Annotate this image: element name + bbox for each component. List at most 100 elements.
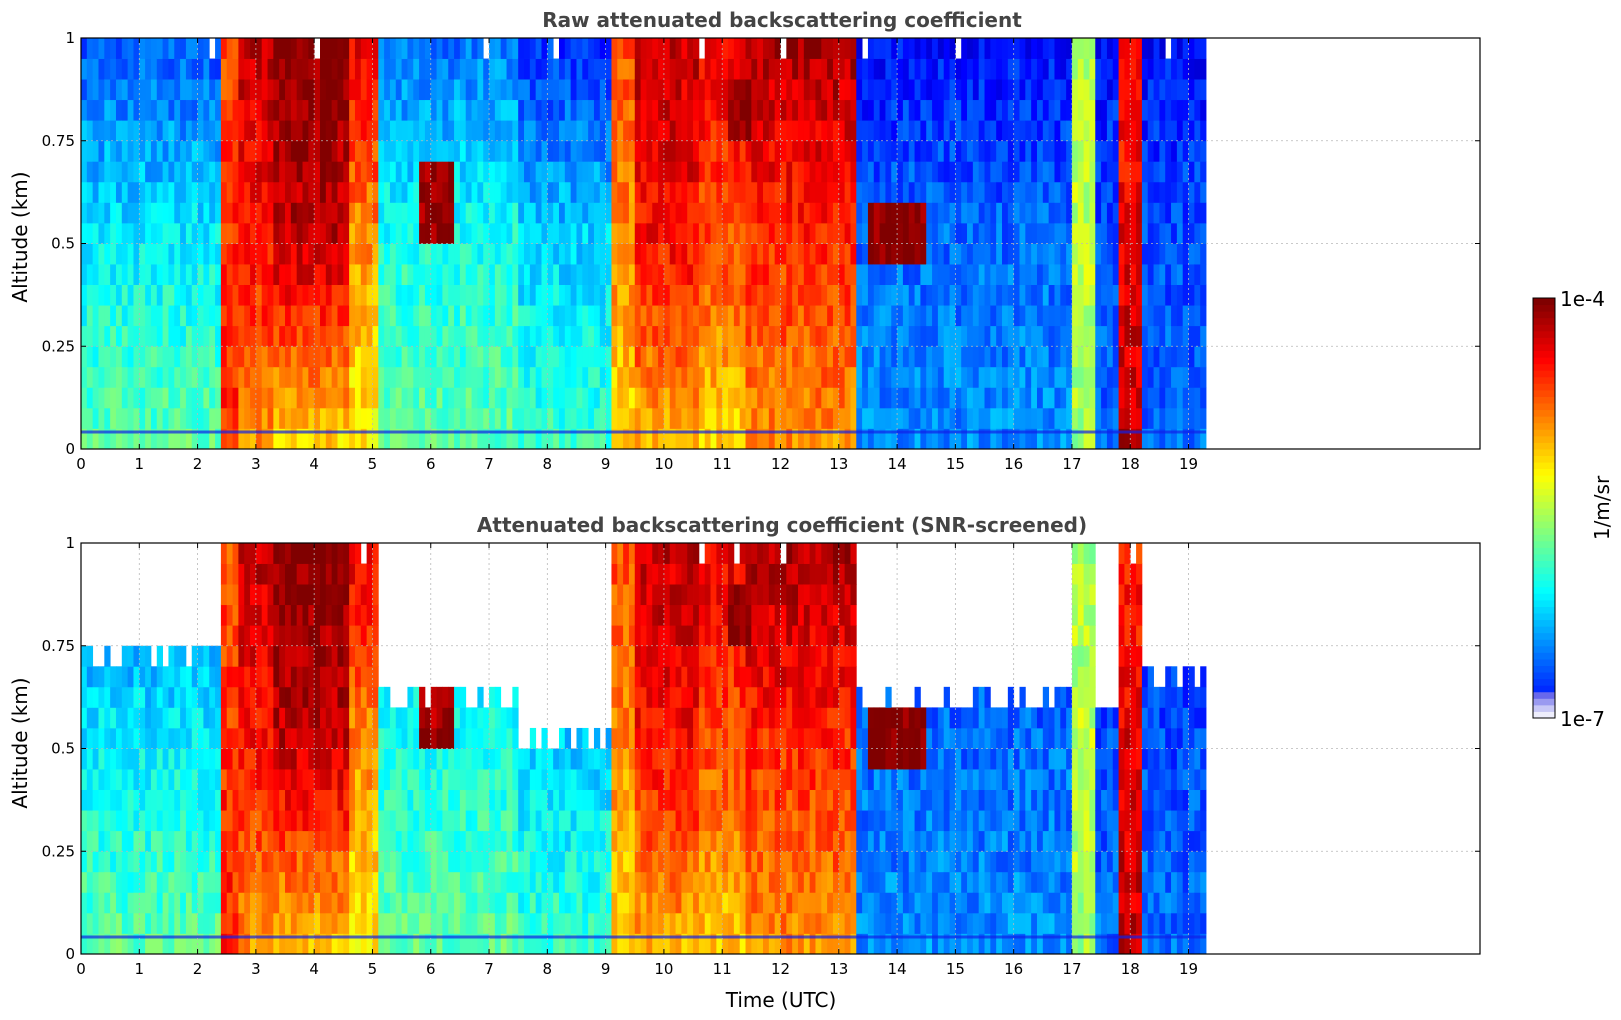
heatmap-cell (133, 325, 140, 347)
heatmap-cell (407, 810, 414, 832)
heatmap-cell (419, 346, 426, 368)
heatmap-cell (343, 789, 350, 811)
heatmap-cell (250, 161, 257, 183)
heatmap-cell (156, 428, 164, 450)
heatmap-cell (757, 58, 764, 80)
heatmap-cell (891, 428, 898, 450)
heatmap-cell (384, 366, 391, 388)
heatmap-cell (372, 563, 379, 585)
heatmap-cell (780, 243, 787, 265)
heatmap-cell (448, 58, 455, 80)
heatmap-cell (803, 38, 811, 59)
heatmap-cell (191, 140, 198, 162)
heatmap-cell (360, 707, 368, 729)
heatmap-cell (1013, 140, 1020, 162)
heatmap-cell (267, 871, 274, 893)
heatmap-cell (1112, 120, 1119, 142)
heatmap-cell (722, 264, 729, 285)
heatmap-cell (541, 407, 548, 429)
x-tick-label: 17 (1062, 455, 1081, 473)
heatmap-cell (424, 830, 432, 852)
heatmap-cell (162, 666, 169, 688)
heatmap-cell (599, 222, 607, 244)
heatmap-cell (990, 161, 997, 183)
heatmap-cell (296, 346, 303, 368)
heatmap-cell (902, 264, 910, 285)
heatmap-cell (617, 284, 624, 306)
heatmap-cell (174, 161, 181, 183)
heatmap-cell (751, 161, 758, 183)
heatmap-cell (86, 387, 94, 409)
heatmap-cell (150, 222, 158, 244)
heatmap-cell (180, 727, 187, 749)
heatmap-cell (150, 666, 158, 688)
heatmap-cell (815, 99, 822, 121)
heatmap-cell (891, 346, 898, 368)
heatmap-cell (139, 645, 146, 667)
heatmap-cell (1054, 305, 1061, 327)
heatmap-cell (518, 325, 525, 347)
heatmap-cell (407, 120, 414, 142)
heatmap-cell (1130, 79, 1137, 101)
heatmap-cell (424, 222, 432, 244)
heatmap-cell (751, 99, 758, 121)
heatmap-cell (436, 686, 443, 708)
heatmap-cell (646, 305, 653, 327)
heatmap-cell (115, 181, 123, 203)
heatmap-cell (1101, 120, 1108, 142)
heatmap-cell (570, 407, 577, 429)
heatmap-cell (1089, 140, 1096, 162)
heatmap-cell (448, 120, 455, 142)
heatmap-cell (658, 181, 665, 203)
heatmap-cell (442, 222, 449, 244)
heatmap-cell (197, 99, 204, 121)
heatmap-cell (593, 99, 601, 121)
heatmap-cell (698, 181, 706, 203)
heatmap-cell (302, 851, 309, 873)
heatmap-cell (1118, 181, 1125, 203)
heatmap-cell (500, 99, 507, 121)
heatmap-cell (728, 222, 735, 244)
heatmap-cell (873, 325, 880, 347)
heatmap-cell (832, 284, 840, 306)
heatmap-cell (669, 407, 676, 429)
heatmap-cell (704, 161, 711, 183)
heatmap-cell (1025, 284, 1032, 306)
heatmap-cell (885, 264, 892, 285)
heatmap-cell (984, 264, 991, 285)
heatmap-cell (1171, 99, 1178, 121)
heatmap-cell (366, 810, 373, 832)
heatmap-cell (220, 625, 228, 647)
heatmap-cell (623, 243, 630, 265)
heatmap-cell (139, 387, 146, 409)
heatmap-cell (448, 161, 455, 183)
heatmap-cell (1165, 161, 1172, 183)
y-axis-label: Altitude (km) (8, 677, 32, 808)
heatmap-cell (856, 243, 863, 265)
heatmap-cell (471, 264, 478, 285)
heatmap-cell (215, 161, 222, 183)
heatmap-cell (786, 284, 793, 306)
heatmap-cell (1124, 140, 1131, 162)
heatmap-cell (255, 407, 263, 429)
heatmap-cell (1071, 38, 1079, 59)
heatmap-cell (372, 346, 379, 368)
heatmap-cell (395, 325, 402, 347)
heatmap-cell (850, 305, 857, 327)
heatmap-cell (279, 830, 286, 852)
heatmap-cell (1071, 305, 1079, 327)
heatmap-cell (1165, 264, 1172, 285)
heatmap-cell (232, 707, 239, 729)
heatmap-cell (955, 161, 962, 183)
heatmap-cell (168, 99, 175, 121)
heatmap-cell (605, 387, 612, 409)
heatmap-cell (279, 38, 286, 59)
heatmap-cell (576, 58, 583, 80)
heatmap-cell (244, 933, 251, 955)
heatmap-cell (541, 38, 548, 59)
heatmap-cell (1153, 140, 1160, 162)
heatmap-cell (588, 305, 595, 327)
heatmap-cell (512, 428, 519, 450)
heatmap-cell (553, 120, 560, 142)
heatmap-cell (1112, 181, 1119, 203)
